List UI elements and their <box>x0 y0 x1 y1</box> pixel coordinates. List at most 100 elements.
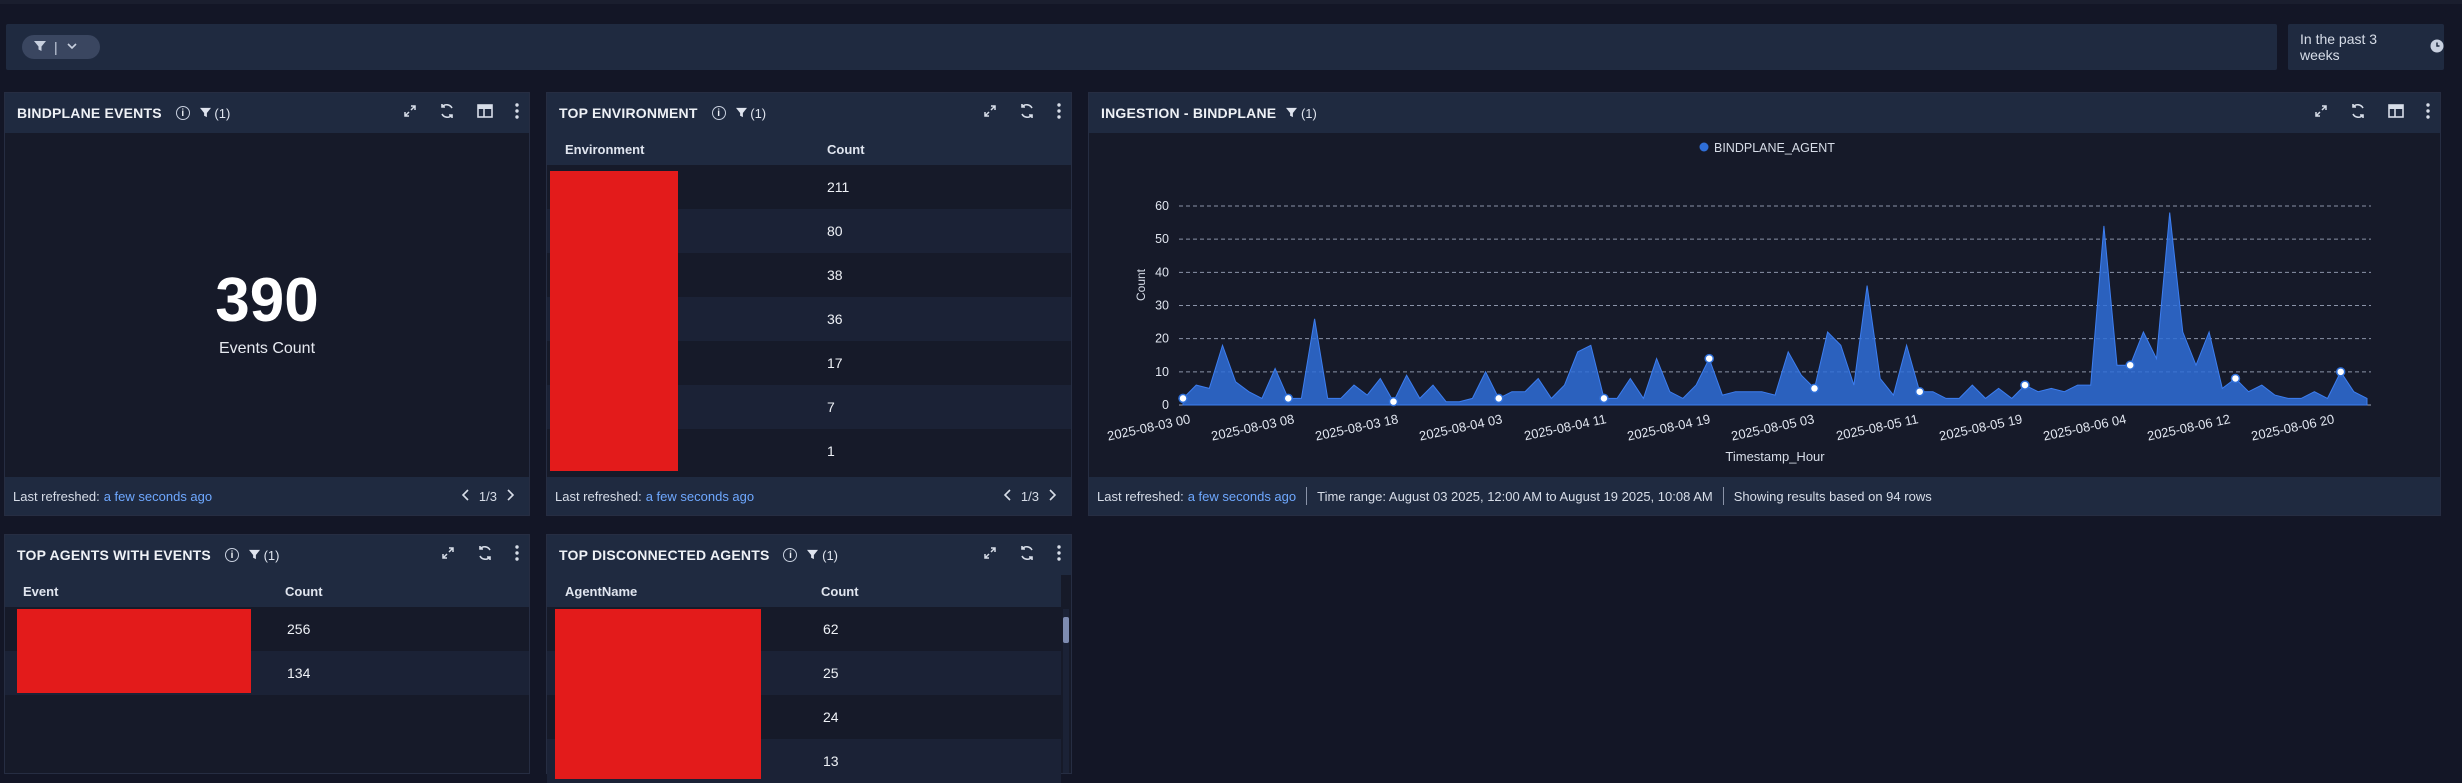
filter-count-badge[interactable]: (1) <box>735 106 766 121</box>
filter-count-badge[interactable]: (1) <box>248 548 279 563</box>
filter-count: (1) <box>822 547 838 563</box>
refresh-icon[interactable] <box>1019 545 1035 565</box>
column-header-environment[interactable]: Environment <box>565 142 645 157</box>
y-tick-label: 10 <box>1155 365 1169 379</box>
expand-icon[interactable] <box>983 104 997 122</box>
table-row[interactable]: 17 <box>547 341 1071 385</box>
scrollbar-track[interactable] <box>1063 609 1069 773</box>
scrollbar-thumb[interactable] <box>1063 617 1069 643</box>
more-options-icon[interactable] <box>515 103 519 123</box>
expand-icon[interactable] <box>2314 104 2328 122</box>
layout-icon[interactable] <box>477 103 493 123</box>
redacted-environment-names <box>550 171 678 471</box>
filter-pill[interactable]: | <box>22 35 100 59</box>
chevron-left-icon[interactable] <box>1003 488 1013 504</box>
data-point <box>1283 393 1293 404</box>
filter-icon <box>34 39 46 55</box>
chart-y-ticks: 0 10 20 30 40 50 60 <box>1155 199 1169 412</box>
layout-icon[interactable] <box>2388 103 2404 123</box>
ingestion-area-chart[interactable]: 0 10 20 30 40 50 60 2025-08-03 00 2025-08-03 08… <box>1089 133 2442 477</box>
filter-count-badge[interactable]: (1) <box>807 548 838 563</box>
last-refreshed-link[interactable]: a few seconds ago <box>1187 488 1297 504</box>
table-row[interactable]: 38 <box>547 253 1071 297</box>
count-cell: 17 <box>827 355 843 371</box>
refresh-icon[interactable] <box>1019 103 1035 123</box>
expand-icon[interactable] <box>403 104 417 122</box>
column-header-agent-name[interactable]: AgentName <box>565 584 638 599</box>
panel-footer: Last refreshed: a few seconds ago 1/3 <box>5 477 529 515</box>
x-tick-label: 2025-08-03 08 <box>1210 411 1296 443</box>
column-header-event[interactable]: Event <box>23 584 59 599</box>
more-options-icon[interactable] <box>2426 103 2430 123</box>
count-cell: 211 <box>827 179 850 195</box>
filter-bar: | <box>6 24 2277 70</box>
time-range-selector[interactable]: In the past 3 weeks <box>2288 24 2444 70</box>
last-refreshed-link[interactable]: a few seconds ago <box>103 488 213 504</box>
y-tick-label: 20 <box>1155 332 1169 346</box>
x-tick-label: 2025-08-06 20 <box>2250 411 2336 443</box>
count-cell: 62 <box>823 621 839 637</box>
chevron-right-icon[interactable] <box>1047 488 1057 504</box>
chevron-down-icon[interactable] <box>66 39 78 55</box>
table-header: Environment Count <box>547 133 1071 165</box>
bindplane-events-panel: BINDPLANE EVENTS i (1) 390 Events Count … <box>4 92 530 516</box>
table-row[interactable]: 256 <box>5 607 529 651</box>
legend-series-name: BINDPLANE_AGENT <box>1714 141 1835 155</box>
info-icon[interactable]: i <box>783 548 798 562</box>
count-cell: 256 <box>287 621 311 637</box>
column-header-count[interactable]: Count <box>821 584 859 599</box>
pager: 1/3 <box>1003 489 1057 504</box>
data-point <box>1809 383 1820 394</box>
count-cell: 13 <box>823 753 839 769</box>
count-cell: 24 <box>823 709 839 725</box>
data-point <box>1493 393 1504 404</box>
x-tick-label: 2025-08-04 11 <box>1523 411 1608 443</box>
more-options-icon[interactable] <box>1057 545 1061 565</box>
refresh-icon[interactable] <box>439 103 455 123</box>
x-tick-label: 2025-08-03 00 <box>1106 411 1192 443</box>
y-tick-label: 40 <box>1155 265 1169 279</box>
pager: 1/3 <box>461 489 515 504</box>
data-point <box>1914 386 1925 397</box>
count-cell: 80 <box>827 223 843 239</box>
pager-text: 1/3 <box>1020 488 1039 504</box>
expand-icon[interactable] <box>983 546 997 564</box>
refresh-icon[interactable] <box>477 545 493 565</box>
chevron-right-icon[interactable] <box>505 488 515 504</box>
info-icon[interactable]: i <box>711 106 726 120</box>
events-count-label: Events Count <box>218 340 316 357</box>
data-point <box>1704 353 1714 364</box>
table-row[interactable]: 24 <box>547 695 1061 739</box>
info-icon[interactable]: i <box>175 106 190 120</box>
x-tick-label: 2025-08-05 11 <box>1835 411 1920 443</box>
info-icon[interactable]: i <box>224 548 239 562</box>
panel-header: TOP ENVIRONMENT i (1) <box>547 93 1071 133</box>
column-header-count[interactable]: Count <box>827 142 865 157</box>
count-cell: 1 <box>827 443 835 459</box>
filter-count-badge[interactable]: (1) <box>199 106 230 121</box>
table-row[interactable]: 211 <box>547 165 1071 209</box>
pager-text: 1/3 <box>478 488 497 504</box>
table-row[interactable]: 1 <box>547 429 1071 473</box>
table-row[interactable]: 62 <box>547 607 1061 651</box>
count-cell: 38 <box>827 267 843 283</box>
column-header-count[interactable]: Count <box>285 584 323 599</box>
x-tick-label: 2025-08-04 03 <box>1418 411 1504 443</box>
last-refreshed-link[interactable]: a few seconds ago <box>645 488 755 504</box>
footer-separator <box>1306 487 1308 505</box>
expand-icon[interactable] <box>441 546 455 564</box>
data-point <box>2335 367 2346 377</box>
refresh-icon[interactable] <box>2350 103 2366 123</box>
panel-footer: Last refreshed: a few seconds ago 1/3 <box>547 477 1071 515</box>
more-options-icon[interactable] <box>1057 103 1061 123</box>
more-options-icon[interactable] <box>515 545 519 565</box>
data-point <box>1599 393 1609 404</box>
legend-marker <box>1699 142 1709 152</box>
x-axis-label: Timestamp_Hour <box>1725 449 1825 464</box>
filter-count-badge[interactable]: (1) <box>1286 106 1317 121</box>
chevron-left-icon[interactable] <box>461 488 471 504</box>
y-tick-label: 30 <box>1155 299 1169 313</box>
top-disconnected-panel: TOP DISCONNECTED AGENTS i (1) AgentName … <box>546 534 1072 783</box>
series-area-bindplane-agent <box>1182 212 2368 406</box>
x-tick-label: 2025-08-04 19 <box>1626 411 1712 443</box>
